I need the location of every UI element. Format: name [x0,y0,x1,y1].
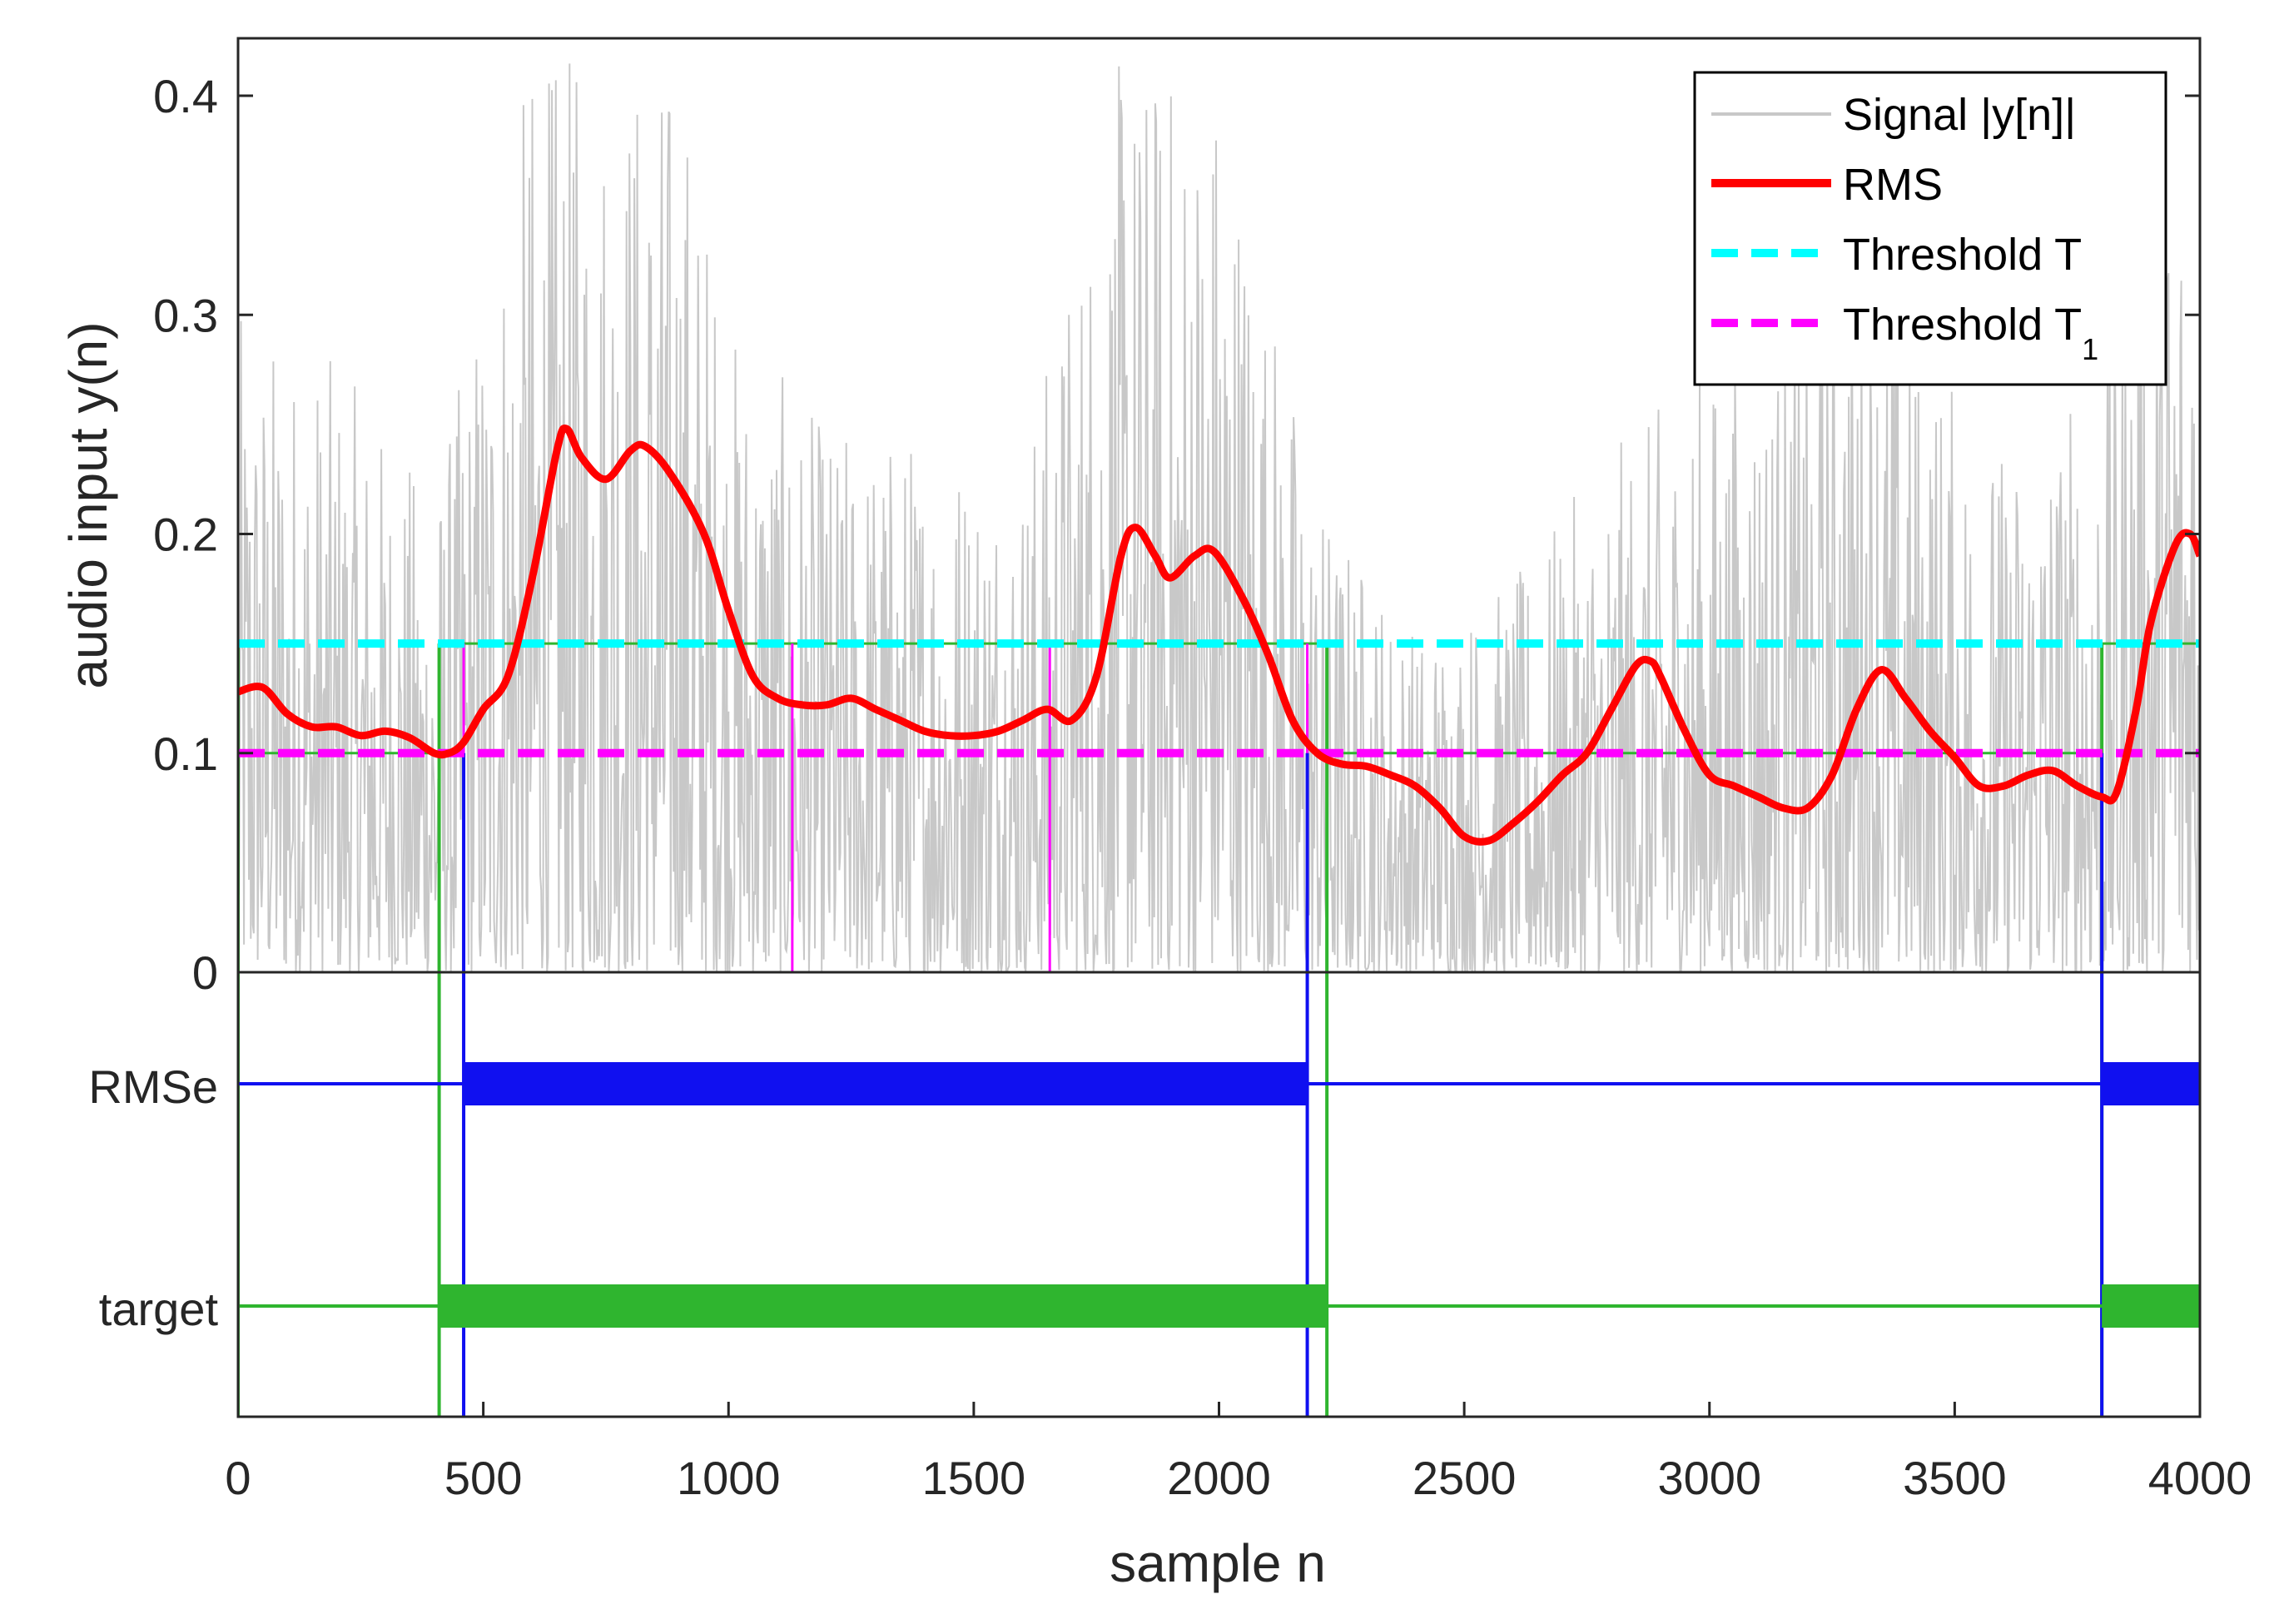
legend-item-signal: Signal |y[n]| [1711,90,2076,140]
x-tick-label: 4000 [2148,1452,2252,1504]
x-tick-label: 3000 [1657,1452,1761,1504]
x-tick-label: 2000 [1167,1452,1271,1504]
threshold-lines [238,639,2200,757]
rmse-active-bar [2102,1062,2200,1105]
legend-item-threshold-t: Threshold T [1711,230,2082,280]
legend-label-threshold-t1-sub: 1 [2082,332,2098,366]
legend-item-threshold-t1: Threshold T1 [1711,300,2098,366]
legend-label-threshold-t: Threshold T [1843,230,2082,280]
x-tick-label: 3500 [1903,1452,2007,1504]
rms-line [238,425,2200,846]
target-active-bar [439,1284,1328,1328]
x-tick-label: 1000 [677,1452,781,1504]
rmse-active-bar [464,1062,1308,1105]
activity-bars [238,1062,2200,1328]
rms-series [238,425,2200,846]
legend-label-threshold-t1-main: Threshold T [1843,300,2082,350]
x-tick-label: 1500 [922,1452,1026,1504]
target-active-bar [2102,1284,2200,1328]
legend-label-threshold-t1: Threshold T1 [1843,300,2098,366]
legend-label-signal: Signal |y[n]| [1843,90,2076,140]
lower-axis-label-target: target [99,1283,219,1335]
legend-item-rms: RMS [1711,160,1943,210]
y-tick-label: 0.1 [153,728,218,780]
legend: Signal |y[n]| RMS Threshold T Threshold … [1693,71,2167,386]
x-tick-label: 2500 [1413,1452,1517,1504]
y-tick-label: 0.2 [153,509,218,561]
y-tick-label: 0.3 [153,289,218,341]
legend-label-rms: RMS [1843,160,1943,210]
lower-axis-label-rmse: RMSe [88,1060,218,1113]
x-tick-label: 0 [225,1452,251,1504]
y-tick-label: 0.4 [153,70,218,122]
y-tick-label: 0 [192,946,218,999]
legend-box [1693,71,2167,386]
ticks: 0 500 1000 1500 2000 2500 3000 3500 4000 0 0.1 0.2 0… [153,70,2252,1504]
y-axis-label: audio input y(n) [58,321,118,688]
x-axis-label: sample n [1110,1533,1326,1593]
x-tick-label: 500 [444,1452,522,1504]
signal-line [238,63,2200,972]
signal-series [238,63,2200,972]
